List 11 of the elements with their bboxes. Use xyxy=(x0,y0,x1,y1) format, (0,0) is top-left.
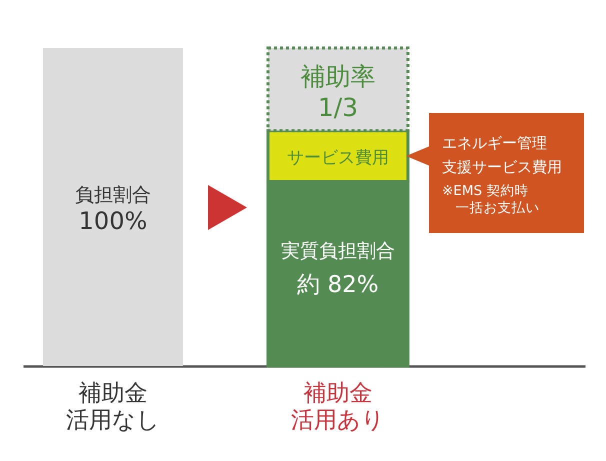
annotation: 負担割合 xyxy=(74,184,151,206)
annotation: ※EMS 契約時一括お支払い xyxy=(442,183,540,217)
annotation: サービス費用 xyxy=(286,148,389,168)
annotation: 約 82% xyxy=(297,272,379,298)
annotation: 1/3 xyxy=(318,93,358,122)
annotation: 100% xyxy=(78,207,148,235)
annotation: 補助率 xyxy=(300,62,376,91)
x-tick-label: 補助金活用あり xyxy=(290,380,385,434)
annotation: 実質負担割合 xyxy=(280,240,395,262)
x-tick-label: 補助金活用なし xyxy=(66,380,160,434)
annotation: エネルギー管理支援サービス費用 xyxy=(442,133,563,178)
